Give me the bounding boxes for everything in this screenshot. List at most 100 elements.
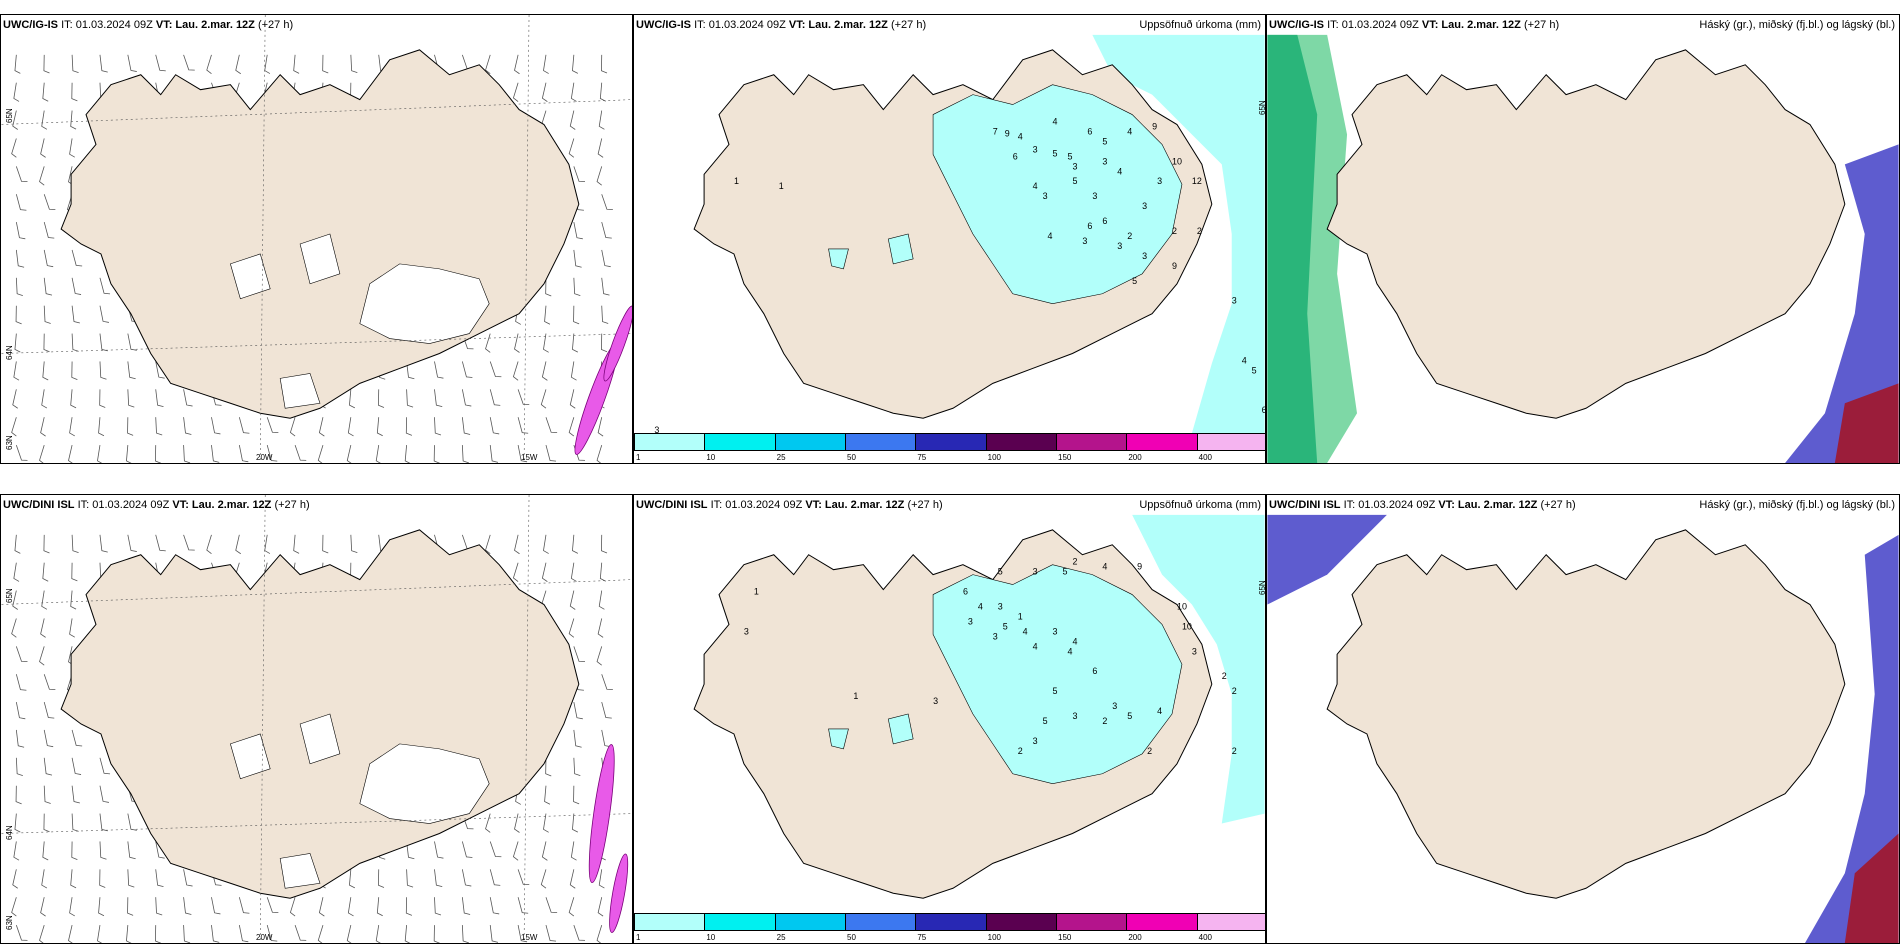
wind-barb [71,562,78,582]
iceland-land [1326,49,1846,419]
wind-barb [573,757,581,777]
wind-barb [601,674,613,690]
colorbar-swatch [844,433,916,451]
wind-barb [43,333,50,353]
precip-value-label: 5 [1127,711,1132,721]
colorbar-swatch [704,433,775,451]
wind-barb [461,897,471,915]
panel-top-left: UWC/IG-IS IT: 01.03.2024 09Z VT: Lau. 2.… [0,14,633,464]
wind-barb [573,924,586,941]
precip-value-label: 4 [1072,636,1077,646]
precip-area [828,564,1183,785]
wind-barb [183,897,192,915]
wind-barb [43,785,51,804]
wind-barb [43,534,50,554]
wind-barb [43,194,56,210]
precip-value-label: 9 [1137,562,1142,572]
precip-value-label: 6 [1262,405,1265,415]
wind-barb [572,54,579,74]
colorbar-swatch [634,913,705,931]
wind-barb [434,417,442,436]
wind-barb [155,869,164,888]
wind-barb [434,869,443,888]
wind-barb [293,534,300,554]
wind-barb [517,417,529,434]
wind-barb [545,924,557,942]
wind-barb [573,277,581,297]
wind-barb [601,249,611,268]
lat-label: 65N [5,588,14,603]
wind-barb [514,333,520,353]
wind-barb [99,869,106,888]
wind-barb [378,869,385,888]
panel-subtitle: Uppsöfnuð úrkoma (mm) [1139,19,1261,31]
precip-value-label: 1 [734,176,739,186]
iceland-land [1326,529,1846,899]
wind-barb [69,138,75,158]
lon-label: 15W [521,453,538,462]
wind-barb [461,389,472,407]
colorbar-tick-label: 100 [987,933,1002,942]
wind-barb [376,417,383,437]
wind-barb [545,444,557,462]
wind-barb [347,897,354,917]
wind-barb [69,897,75,917]
wind-barb [264,534,271,554]
colorbar-swatch [915,913,986,931]
panel-title: UWC/IG-IS IT: 01.03.2024 09Z VT: Lau. 2.… [1269,19,1560,31]
precip-value-label: 1 [1018,611,1023,621]
precip-value-label: 7 [993,126,998,136]
wind-barb [543,333,549,353]
wind-barb [405,897,413,916]
precip-value-label: 3 [1112,701,1117,711]
wind-barb [434,361,444,379]
precip-value-label: 6 [1102,216,1107,226]
lat-label: 65N [1258,580,1266,595]
wind-barb [514,54,520,75]
wind-barb [570,562,577,582]
wind-barb [71,333,79,352]
wind-barb [596,646,603,666]
wind-barb [568,138,575,158]
precip-value-label: 10 [1177,601,1187,611]
wind-barb [517,389,530,406]
wind-barb [71,82,78,102]
wind-barb [211,417,221,435]
wind-barb [206,54,212,75]
wind-barb [15,674,27,691]
wind-barb [99,785,109,803]
wind-barb [12,389,18,409]
wind-barb [598,590,605,610]
wind-barb [39,924,45,943]
wind-barb [15,277,23,297]
wind-barb [517,869,530,886]
precip-value-label: 2 [1232,746,1237,756]
panel-top-right: UWC/IG-IS IT: 01.03.2024 09Z VT: Lau. 2.… [1266,14,1900,464]
wind-barb [15,444,28,461]
wind-barb [489,841,502,858]
wind-barb [40,897,46,917]
panel-bottom-left: UWC/DINI ISL IT: 01.03.2024 09Z VT: Lau.… [0,494,633,944]
colorbar-swatch [1126,433,1197,451]
precip-area [828,84,1183,305]
colorbar-swatch [1196,433,1265,451]
colorbar-tick-label: 25 [776,453,786,462]
wind-barb [569,869,576,889]
precip-value-label: 4 [1048,231,1053,241]
wind-barb [485,534,491,555]
wind-barb [127,813,137,831]
wind-barb [97,445,103,463]
wind-barb [12,869,18,889]
precip-value-label: 4 [1018,131,1023,141]
wind-barb [489,389,501,406]
wind-barb [98,417,105,437]
wind-barb [71,757,82,775]
panel-title: UWC/DINI ISL IT: 01.03.2024 09Z VT: Lau.… [636,499,943,511]
wind-barb [183,445,191,463]
colorbar-tick-label: 1 [636,933,641,942]
precip-value-label: 5 [1132,276,1137,286]
precip-value-label: 5 [1003,621,1008,631]
precip-value-label: 9 [1152,121,1157,131]
wind-barb [15,646,28,663]
glacier [230,233,490,409]
